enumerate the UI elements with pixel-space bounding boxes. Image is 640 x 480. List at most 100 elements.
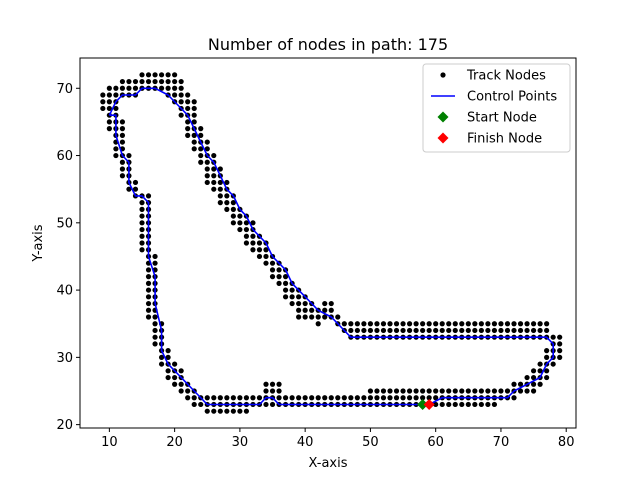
track-node bbox=[524, 321, 530, 327]
track-node bbox=[491, 388, 498, 394]
track-node bbox=[328, 300, 334, 307]
track-node bbox=[439, 321, 445, 327]
track-node bbox=[224, 193, 230, 199]
track-node bbox=[387, 395, 393, 401]
track-node bbox=[517, 327, 524, 334]
track-node bbox=[406, 321, 413, 327]
y-axis: 20 30 40 50 60 70 bbox=[56, 82, 80, 433]
track-node bbox=[185, 132, 191, 138]
track-node bbox=[119, 126, 126, 132]
track-node bbox=[119, 139, 126, 145]
track-node bbox=[446, 327, 452, 334]
track-node bbox=[191, 139, 197, 145]
start-node-marker bbox=[417, 398, 429, 410]
x-tick-label: 30 bbox=[232, 435, 249, 450]
track-node bbox=[198, 126, 204, 132]
track-node bbox=[393, 395, 400, 401]
track-node bbox=[158, 361, 165, 367]
track-node bbox=[204, 146, 210, 152]
track-node bbox=[113, 152, 119, 159]
track-node bbox=[413, 395, 419, 401]
track-node bbox=[309, 314, 315, 320]
track-node bbox=[152, 260, 158, 266]
track-node bbox=[544, 348, 550, 354]
track-node bbox=[309, 395, 315, 401]
track-node bbox=[537, 327, 543, 334]
track-node bbox=[243, 226, 250, 233]
track-node bbox=[504, 321, 511, 327]
legend-track-nodes-marker bbox=[440, 72, 446, 78]
track-node bbox=[400, 321, 406, 327]
track-node bbox=[224, 179, 230, 186]
track-node bbox=[335, 314, 341, 320]
track-node bbox=[204, 139, 210, 145]
track-node bbox=[557, 334, 563, 340]
track-node bbox=[113, 146, 119, 152]
track-node bbox=[204, 395, 210, 401]
track-node bbox=[276, 274, 282, 280]
track-node bbox=[178, 85, 184, 91]
track-node bbox=[406, 388, 413, 394]
track-node bbox=[354, 395, 360, 401]
track-node bbox=[191, 119, 197, 125]
track-node bbox=[113, 105, 119, 112]
track-node bbox=[204, 173, 210, 179]
track-node bbox=[145, 294, 152, 300]
track-node bbox=[191, 112, 197, 118]
track-node bbox=[446, 321, 452, 327]
track-node bbox=[100, 92, 106, 98]
track-node bbox=[537, 321, 543, 327]
track-node bbox=[158, 72, 165, 78]
x-tick-label: 70 bbox=[493, 435, 510, 450]
track-node bbox=[269, 381, 276, 387]
track-node bbox=[374, 395, 380, 401]
track-node bbox=[282, 294, 289, 300]
track-node bbox=[361, 321, 367, 327]
track-node bbox=[380, 388, 387, 394]
finish-node-marker bbox=[423, 398, 435, 410]
track-node bbox=[348, 321, 354, 327]
track-node bbox=[302, 314, 308, 320]
track-node bbox=[237, 408, 243, 414]
y-tick-label: 70 bbox=[56, 82, 73, 97]
track-node bbox=[420, 327, 426, 334]
track-node bbox=[172, 72, 178, 78]
chart-title: Number of nodes in path: 175 bbox=[208, 35, 448, 54]
track-node bbox=[269, 260, 276, 266]
track-node bbox=[224, 395, 230, 401]
track-node bbox=[139, 78, 145, 85]
track-node bbox=[230, 220, 236, 226]
track-node bbox=[217, 408, 223, 414]
track-node bbox=[465, 388, 471, 394]
track-node bbox=[452, 321, 458, 327]
track-node bbox=[191, 132, 197, 138]
track-node bbox=[537, 368, 543, 374]
track-node bbox=[158, 354, 165, 360]
track-node bbox=[145, 78, 152, 85]
track-node bbox=[361, 327, 367, 334]
x-tick-label: 50 bbox=[362, 435, 379, 450]
track-node bbox=[145, 287, 152, 293]
track-node bbox=[243, 408, 250, 414]
track-node bbox=[172, 374, 178, 381]
track-node bbox=[420, 395, 426, 401]
track-node bbox=[139, 226, 145, 233]
track-node bbox=[387, 388, 393, 394]
track-node bbox=[439, 401, 445, 408]
track-node bbox=[178, 368, 184, 374]
track-node bbox=[276, 395, 282, 401]
legend: Track Nodes Control Points Start Node Finis… bbox=[422, 63, 571, 153]
track-node bbox=[544, 354, 550, 360]
track-node bbox=[420, 388, 426, 394]
track-node bbox=[165, 85, 171, 91]
track-node bbox=[211, 173, 217, 179]
track-node bbox=[524, 374, 530, 381]
track-node bbox=[152, 341, 158, 347]
track-node bbox=[119, 166, 126, 172]
track-node bbox=[465, 321, 471, 327]
track-node bbox=[426, 327, 432, 334]
track-node bbox=[152, 314, 158, 320]
track-node bbox=[328, 395, 334, 401]
track-node bbox=[282, 287, 289, 293]
track-node bbox=[145, 307, 152, 313]
